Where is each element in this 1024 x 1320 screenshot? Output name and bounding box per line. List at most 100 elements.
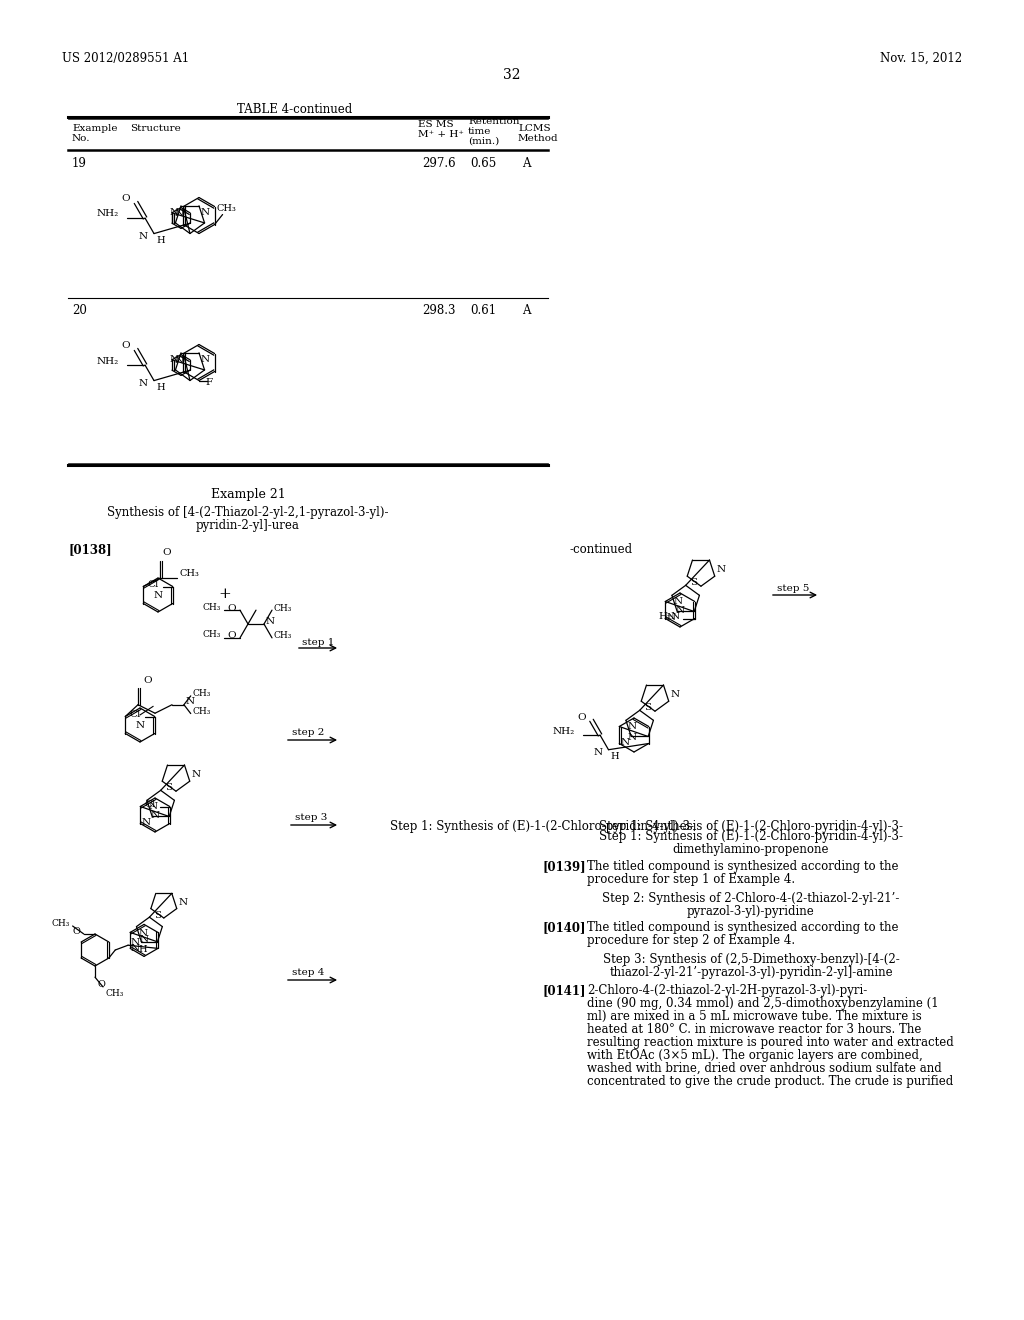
Text: N: N [174, 210, 183, 218]
Text: N: N [170, 207, 179, 216]
Text: O: O [73, 927, 81, 936]
Text: Step 3: Synthesis of (2,5-Dimethoxy-benzyl)-[4-(2-: Step 3: Synthesis of (2,5-Dimethoxy-benz… [603, 953, 899, 966]
Text: S: S [644, 704, 651, 713]
Text: with EtOAc (3×5 mL). The organic layers are combined,: with EtOAc (3×5 mL). The organic layers … [587, 1049, 923, 1063]
Text: N: N [621, 738, 629, 747]
Text: Retention: Retention [468, 117, 519, 125]
Text: CH₃: CH₃ [203, 631, 221, 639]
Text: step 2: step 2 [292, 729, 325, 737]
Text: 2-Chloro-4-(2-thiazol-2-yl-2H-pyrazol-3-yl)-pyri-: 2-Chloro-4-(2-thiazol-2-yl-2H-pyrazol-3-… [587, 983, 867, 997]
Text: F: F [205, 378, 212, 387]
Text: A: A [522, 157, 530, 170]
Text: N: N [628, 722, 637, 731]
Text: N: N [676, 606, 685, 615]
Text: [0139]: [0139] [542, 861, 586, 873]
Text: No.: No. [72, 135, 90, 143]
Text: CH₃: CH₃ [193, 708, 211, 715]
Text: Method: Method [518, 135, 559, 143]
Text: H₂N: H₂N [658, 612, 681, 620]
Text: [0140]: [0140] [542, 921, 586, 935]
Text: H: H [156, 235, 165, 244]
Text: Step 1: Synthesis of (E)-1-(2-Chloro-pyridin-4-yl)-3-: Step 1: Synthesis of (E)-1-(2-Chloro-pyr… [599, 820, 903, 833]
Text: Step 2: Synthesis of 2-Chloro-4-(2-thiazol-2-yl-21’-: Step 2: Synthesis of 2-Chloro-4-(2-thiaz… [602, 892, 900, 906]
Text: N: N [201, 207, 210, 216]
Text: washed with brine, dried over anhdrous sodium sulfate and: washed with brine, dried over anhdrous s… [587, 1063, 942, 1074]
Text: M⁺ + H⁺: M⁺ + H⁺ [418, 129, 464, 139]
Text: 0.61: 0.61 [470, 304, 496, 317]
Text: The titled compound is synthesized according to the: The titled compound is synthesized accor… [587, 921, 898, 935]
Text: CH₃: CH₃ [179, 569, 199, 578]
Text: H: H [156, 383, 165, 392]
Text: N: N [671, 690, 680, 700]
Text: pyrazol-3-yl)-pyridine: pyrazol-3-yl)-pyridine [687, 906, 815, 917]
Text: 20: 20 [72, 304, 87, 317]
Text: resulting reaction mixture is poured into water and extracted: resulting reaction mixture is poured int… [587, 1036, 953, 1049]
Text: NH₂: NH₂ [96, 356, 119, 366]
Text: US 2012/0289551 A1: US 2012/0289551 A1 [62, 51, 189, 65]
Text: N: N [174, 356, 183, 366]
Text: procedure for step 2 of Example 4.: procedure for step 2 of Example 4. [587, 935, 795, 946]
Text: O: O [227, 603, 236, 612]
Text: O: O [122, 194, 130, 203]
Text: N: N [266, 618, 275, 627]
Text: Synthesis of [4-(2-Thiazol-2-yl-2,1-pyrazol-3-yl)-: Synthesis of [4-(2-Thiazol-2-yl-2,1-pyra… [108, 506, 389, 519]
Text: S: S [165, 783, 172, 792]
Text: N: N [674, 598, 683, 606]
Text: step 3: step 3 [295, 813, 328, 822]
Text: N: N [139, 936, 148, 944]
Text: ml) are mixed in a 5 mL microwave tube. The mixture is: ml) are mixed in a 5 mL microwave tube. … [587, 1010, 922, 1023]
Text: N: N [186, 697, 195, 706]
Text: step 1: step 1 [302, 638, 335, 647]
Text: dimethylamino-propenone: dimethylamino-propenone [673, 843, 829, 855]
Text: NH₂: NH₂ [96, 210, 119, 219]
Text: 298.3: 298.3 [422, 304, 456, 317]
Text: N: N [151, 810, 160, 820]
Text: step 4: step 4 [292, 968, 325, 977]
Text: H: H [610, 751, 620, 760]
Text: N: N [139, 379, 148, 388]
Text: CH₃: CH₃ [274, 631, 293, 640]
Text: CH₃: CH₃ [217, 203, 237, 213]
Text: pyridin-2-yl]-urea: pyridin-2-yl]-urea [196, 519, 300, 532]
Text: N: N [717, 565, 726, 574]
Text: Example 21: Example 21 [211, 488, 286, 502]
Text: N: N [138, 928, 147, 937]
Text: N: N [179, 898, 187, 907]
Text: N: N [130, 944, 139, 953]
Text: O: O [97, 981, 104, 989]
Text: dine (90 mg, 0.34 mmol) and 2,5-dimothoxybenzylamine (1: dine (90 mg, 0.34 mmol) and 2,5-dimothox… [587, 997, 939, 1010]
Text: N: N [593, 747, 602, 756]
Text: Step 1: Synthesis of (E)-1-(2-Chloro-pyridin-4-yl)-3-: Step 1: Synthesis of (E)-1-(2-Chloro-pyr… [390, 820, 694, 833]
Text: N: N [135, 721, 144, 730]
Text: time: time [468, 127, 492, 136]
Text: LCMS: LCMS [518, 124, 551, 133]
Text: -continued: -continued [570, 543, 633, 556]
Text: CH₃: CH₃ [51, 919, 70, 928]
Text: N: N [130, 937, 139, 946]
Text: The titled compound is synthesized according to the: The titled compound is synthesized accor… [587, 861, 898, 873]
Text: N: N [666, 614, 675, 623]
Text: [0138]: [0138] [68, 543, 112, 556]
Text: Example: Example [72, 124, 118, 133]
Text: 19: 19 [72, 157, 87, 170]
Text: concentrated to give the crude product. The crude is purified: concentrated to give the crude product. … [587, 1074, 953, 1088]
Text: 0.65: 0.65 [470, 157, 497, 170]
Text: S: S [690, 578, 697, 587]
Text: N: N [191, 770, 201, 779]
Text: H: H [138, 945, 146, 953]
Text: Cl: Cl [129, 710, 140, 719]
Text: N: N [148, 803, 158, 812]
Text: N: N [170, 355, 179, 364]
Text: (min.): (min.) [468, 137, 500, 147]
Text: +: + [219, 587, 231, 601]
Text: CH₃: CH₃ [193, 689, 211, 698]
Text: Structure: Structure [130, 124, 181, 133]
Text: step 5: step 5 [777, 583, 809, 593]
Text: CH₃: CH₃ [105, 989, 123, 998]
Text: O: O [162, 548, 171, 557]
Text: [0141]: [0141] [542, 983, 586, 997]
Text: S: S [154, 911, 161, 920]
Text: NH₂: NH₂ [553, 726, 575, 735]
Text: Cl: Cl [144, 800, 156, 809]
Text: N: N [139, 231, 148, 240]
